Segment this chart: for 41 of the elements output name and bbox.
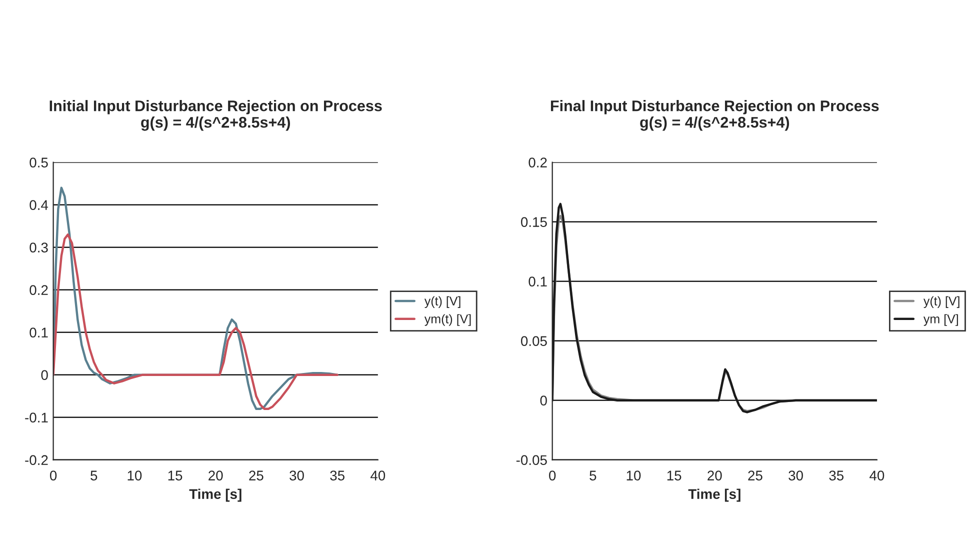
x-tick-label: 30: [788, 470, 803, 480]
y-tick-label: 0: [540, 396, 547, 406]
legend-label: ym(t) [V]: [424, 314, 471, 326]
x-tick-label: 15: [168, 470, 182, 480]
y-tick-label: 0.3: [30, 242, 48, 252]
x-tick-label: 5: [90, 470, 98, 480]
x-tick-label: 35: [829, 470, 844, 480]
x-tick-label: 30: [290, 470, 304, 480]
x-tick-label: 25: [249, 470, 264, 480]
legend-label: y(t) [V]: [424, 296, 460, 308]
x-tick-label: 20: [708, 470, 722, 480]
y-tick-label: -0.05: [516, 455, 547, 466]
x-tick-label: 25: [748, 470, 762, 480]
x-tick-label: 15: [667, 470, 682, 480]
line-series: [53, 233, 338, 410]
chart-title: Final Input Disturbance Rejection on Process g(s) = 4/(s^2+8.5s+4): [550, 100, 879, 131]
y-tick-label: 0.15: [520, 217, 547, 227]
x-tick-label: 20: [208, 470, 223, 480]
x-tick-label: 5: [590, 470, 596, 480]
x-tick-label: 0: [50, 470, 57, 480]
y-tick-label: -0.2: [25, 455, 48, 466]
y-tick-label: 0.05: [520, 336, 547, 346]
x-tick-label: 40: [870, 470, 884, 480]
x-tick-label: 10: [128, 470, 142, 480]
y-tick-label: 0.1: [30, 328, 48, 338]
y-tick-label: 0.1: [528, 276, 547, 286]
y-tick-label: 0: [41, 370, 48, 380]
x-axis-title: Time [s]: [688, 488, 740, 502]
x-axis-title: Time [s]: [189, 488, 242, 502]
chart-title: Initial Input Disturbance Rejection on Process g(s) = 4/(s^2+8.5s+4): [50, 100, 382, 131]
x-tick-label: 10: [626, 470, 641, 480]
x-tick-label: 0: [549, 470, 556, 480]
y-tick-label: -0.1: [25, 412, 48, 423]
y-tick-label: 0.4: [30, 200, 48, 210]
x-tick-label: 35: [330, 470, 344, 480]
legend-label: ym [V]: [923, 314, 958, 326]
y-tick-label: 0.2: [30, 285, 48, 295]
y-tick-label: 0.5: [30, 158, 48, 168]
y-tick-label: 0.2: [528, 158, 547, 168]
x-tick-label: 40: [370, 470, 386, 480]
legend-label: y(t) [V]: [923, 296, 960, 308]
